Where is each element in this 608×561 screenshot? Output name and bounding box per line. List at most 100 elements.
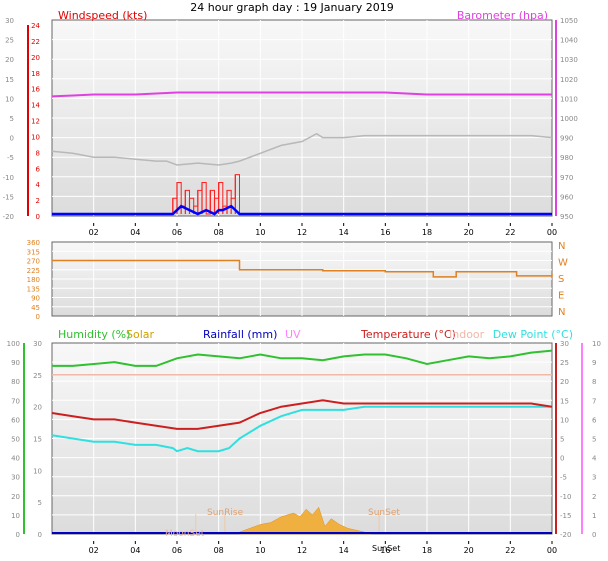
dewpoint-line bbox=[51, 405, 552, 453]
x-tick-label: 14 bbox=[339, 228, 349, 237]
solar-axis-label: Solar bbox=[126, 328, 155, 341]
direction-tick-label: 45 bbox=[31, 304, 40, 312]
temp-tick-label: -5 bbox=[7, 154, 14, 162]
temp-tick-label: 15 bbox=[5, 76, 14, 84]
direction-tick-label: 0 bbox=[36, 313, 40, 321]
temp-tick-label: -20 bbox=[3, 213, 14, 221]
uv-tick-label: 5 bbox=[592, 436, 596, 444]
barometer-tick-label: 1010 bbox=[560, 95, 578, 103]
humidity-tick-label: 0 bbox=[16, 531, 20, 539]
barometer-tick-label: 1000 bbox=[560, 115, 578, 123]
temperature-line bbox=[51, 399, 553, 430]
x-tick-label: 16 bbox=[380, 546, 390, 555]
moonset-label: MoonSet bbox=[165, 529, 205, 539]
direction-tick-label: 180 bbox=[27, 276, 40, 284]
temp-tick-label: 0 bbox=[10, 135, 14, 143]
barometer-tick-label: 1030 bbox=[560, 56, 578, 64]
temp-tick-label: -15 bbox=[3, 193, 14, 201]
graph-title: 24 hour graph day : 19 January 2019 bbox=[190, 1, 394, 14]
humidity-tick-label: 20 bbox=[11, 493, 20, 501]
indoor-axis-label: Indoor bbox=[449, 328, 485, 341]
windspeed-tick-label: 8 bbox=[36, 149, 40, 157]
x-tick-label: 02 bbox=[89, 546, 99, 555]
uv-tick-label: 1 bbox=[592, 512, 596, 520]
temp-tick-label: 25 bbox=[5, 37, 14, 45]
rainfall-tick-label: 5 bbox=[38, 499, 42, 507]
temperature-tick-label: 30 bbox=[560, 340, 569, 348]
temperature-tick-label: 5 bbox=[560, 436, 564, 444]
temp-tick-label: 5 bbox=[10, 115, 14, 123]
uv-tick-label: 0 bbox=[592, 531, 596, 539]
temperature-tick-label: 10 bbox=[560, 416, 569, 424]
barometer-line bbox=[51, 91, 552, 98]
barometer-tick-label: 950 bbox=[560, 213, 573, 221]
barometer-tick-label: 970 bbox=[560, 174, 573, 182]
uv-tick-label: 8 bbox=[592, 378, 596, 386]
uv-tick-label: 2 bbox=[592, 493, 596, 501]
temperature-tick-label: 25 bbox=[560, 359, 569, 367]
temperature-tick-label: 20 bbox=[560, 378, 569, 386]
direction-tick-label: 135 bbox=[27, 285, 40, 293]
direction-tick-label: 270 bbox=[27, 258, 40, 266]
humidity-tick-label: 80 bbox=[11, 378, 20, 386]
compass-tick-label: W bbox=[558, 258, 568, 269]
windspeed-tick-label: 10 bbox=[31, 133, 40, 141]
x-tick-label: 00 bbox=[547, 546, 557, 555]
sunrise-label: SunRise bbox=[207, 508, 244, 518]
barometer-tick-label: 1040 bbox=[560, 37, 578, 45]
temperature-line bbox=[51, 132, 553, 166]
wind-direction-line bbox=[52, 259, 553, 278]
top-panel-grid bbox=[52, 20, 552, 216]
x-tick-label: 12 bbox=[297, 546, 307, 555]
x-tick-label: 14 bbox=[339, 546, 349, 555]
x-tick-label: 08 bbox=[214, 228, 224, 237]
direction-tick-label: 360 bbox=[27, 239, 40, 247]
avg-windspeed-line bbox=[52, 204, 552, 216]
rainfall-tick-label: 30 bbox=[33, 340, 42, 348]
windspeed-tick-label: 18 bbox=[31, 70, 40, 78]
barometer-tick-label: 1020 bbox=[560, 76, 578, 84]
temperature-tick-label: -5 bbox=[560, 474, 567, 482]
windspeed-tick-label: 14 bbox=[31, 102, 40, 110]
uv-tick-label: 6 bbox=[592, 416, 597, 424]
temperature-tick-label: 0 bbox=[560, 455, 564, 463]
solar-area bbox=[239, 506, 371, 535]
temperature-tick-label: -10 bbox=[560, 493, 571, 501]
windspeed-tick-label: 22 bbox=[31, 38, 40, 46]
top-panel-series bbox=[51, 91, 553, 216]
x-tick-label: 04 bbox=[130, 546, 140, 555]
direction-tick-label: 90 bbox=[31, 295, 40, 303]
humidity-tick-label: 50 bbox=[11, 436, 20, 444]
windspeed-tick-label: 20 bbox=[31, 54, 40, 62]
rainfall-tick-label: 20 bbox=[33, 404, 42, 412]
windspeed-line bbox=[168, 174, 240, 215]
windspeed-tick-label: 12 bbox=[31, 118, 40, 126]
temp-tick-label: 30 bbox=[5, 17, 14, 25]
humidity-tick-label: 100 bbox=[7, 340, 20, 348]
x-tick-label: 04 bbox=[130, 228, 140, 237]
humidity-tick-label: 40 bbox=[11, 455, 20, 463]
compass-tick-label: E bbox=[558, 291, 564, 302]
x-tick-label: 12 bbox=[297, 228, 307, 237]
compass-tick-label: S bbox=[558, 274, 564, 285]
barometer-tick-label: 1050 bbox=[560, 17, 578, 25]
barometer-tick-label: 960 bbox=[560, 193, 573, 201]
x-tick-label: 08 bbox=[214, 546, 224, 555]
humidity-tick-label: 60 bbox=[11, 416, 20, 424]
rainfall-tick-label: 10 bbox=[33, 467, 42, 475]
x-tick-label: 16 bbox=[380, 228, 390, 237]
humidity-line bbox=[52, 349, 553, 367]
x-tick-label: 02 bbox=[89, 228, 99, 237]
direction-tick-label: 315 bbox=[27, 248, 40, 256]
x-tick-label: 22 bbox=[505, 228, 515, 237]
windspeed-tick-label: 16 bbox=[31, 86, 40, 94]
x-tick-label: 22 bbox=[505, 546, 515, 555]
x-tick-label: 18 bbox=[422, 546, 432, 555]
x-tick-label: 00 bbox=[547, 228, 557, 237]
rainfall-tick-label: 25 bbox=[33, 372, 42, 380]
uv-tick-label: 9 bbox=[592, 359, 596, 367]
windspeed-tick-label: 4 bbox=[36, 181, 41, 189]
humidity-tick-label: 10 bbox=[11, 512, 20, 520]
top-panel-axes: 302520151050-5-10-15-2024222018161412108… bbox=[3, 17, 578, 221]
